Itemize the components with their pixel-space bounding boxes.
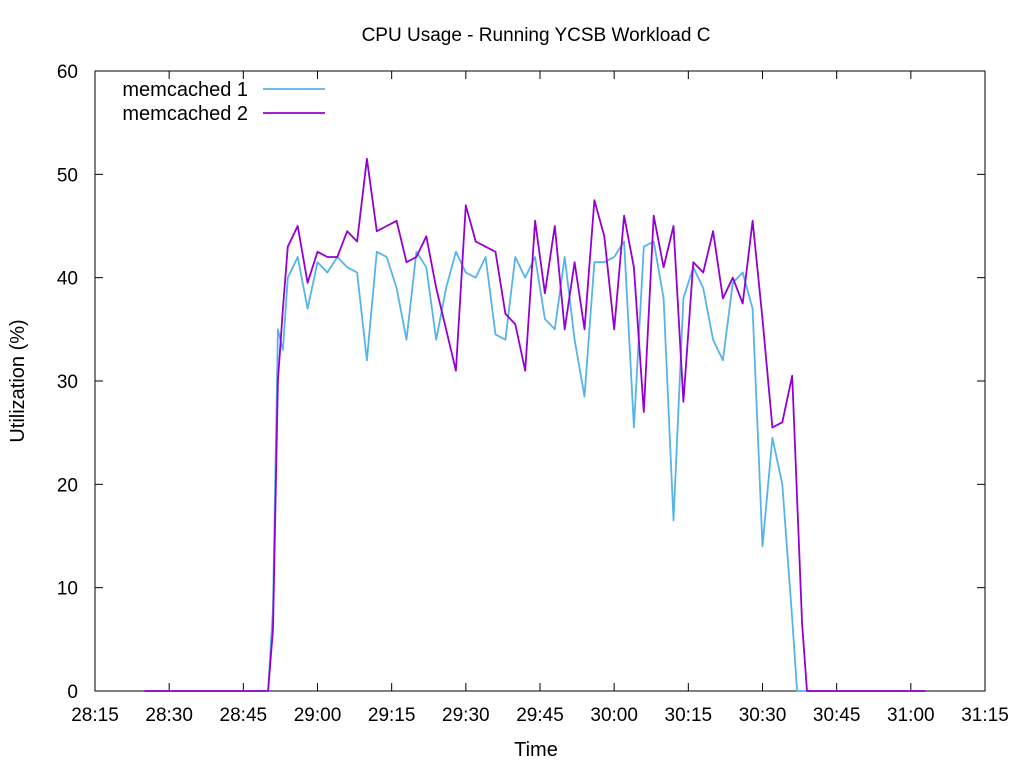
y-tick-label: 40 xyxy=(57,269,78,290)
series-lines xyxy=(144,157,926,692)
x-axis-ticks: 28:15 28:30 28:45 29:00 29:15 29:30 29:45 30:00… xyxy=(71,71,1009,726)
legend-label-1: memcached 1 xyxy=(122,79,248,101)
x-tick-label: 29:30 xyxy=(442,705,490,726)
y-tick-label: 0 xyxy=(67,682,78,703)
x-tick-label: 30:30 xyxy=(739,705,787,726)
x-tick-label: 28:45 xyxy=(220,705,268,726)
series-line-2 xyxy=(144,157,926,692)
x-tick-label: 30:15 xyxy=(665,705,713,726)
x-tick-label: 29:45 xyxy=(516,705,564,726)
plot-area-frame xyxy=(94,70,986,692)
y-tick-label: 30 xyxy=(57,372,78,393)
chart-title: CPU Usage - Running YCSB Workload C xyxy=(362,25,711,46)
x-tick-label: 29:00 xyxy=(294,705,342,726)
x-tick-label: 30:45 xyxy=(813,705,861,726)
x-tick-label: 31:00 xyxy=(887,705,935,726)
y-tick-label: 50 xyxy=(57,165,78,186)
x-tick-label: 28:15 xyxy=(71,705,119,726)
x-tick-label: 29:15 xyxy=(368,705,416,726)
series-line-1 xyxy=(144,240,926,692)
x-tick-label: 31:15 xyxy=(961,705,1009,726)
x-tick-label: 28:30 xyxy=(145,705,193,726)
y-tick-label: 60 xyxy=(57,62,78,83)
y-tick-label: 10 xyxy=(57,579,78,600)
x-axis-label: Time xyxy=(514,739,558,761)
legend-label-2: memcached 2 xyxy=(122,103,248,125)
y-tick-label: 20 xyxy=(57,475,78,496)
y-axis-ticks: 0 10 20 30 40 50 60 xyxy=(57,62,985,703)
y-axis-label: Utilization (%) xyxy=(7,319,29,442)
x-tick-label: 30:00 xyxy=(590,705,638,726)
